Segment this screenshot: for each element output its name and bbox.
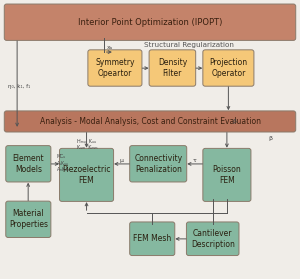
Text: Poisson
FEM: Poisson FEM (212, 165, 241, 185)
FancyBboxPatch shape (130, 146, 187, 182)
Text: Interior Point Optimization (IPOPT): Interior Point Optimization (IPOPT) (78, 18, 222, 27)
Text: Hₘᵤ  Kᵤᵤ
Kᵤₘ  Kₘₘ: Hₘᵤ Kᵤᵤ Kᵤₘ Kₘₘ (77, 139, 97, 150)
FancyBboxPatch shape (6, 201, 51, 237)
Text: β: β (233, 119, 237, 124)
Text: Symmetry
Opeartor: Symmetry Opeartor (95, 58, 135, 78)
FancyBboxPatch shape (149, 50, 196, 86)
Text: β: β (268, 136, 272, 141)
Text: xₐ: xₐ (107, 45, 113, 50)
FancyBboxPatch shape (59, 148, 114, 201)
FancyBboxPatch shape (4, 111, 296, 132)
Text: Analysis - Modal Analysis, Cost and Constraint Evaluation: Analysis - Modal Analysis, Cost and Cons… (40, 117, 260, 126)
FancyBboxPatch shape (88, 50, 142, 86)
Text: Structural Regularization: Structural Regularization (144, 42, 234, 48)
FancyBboxPatch shape (130, 222, 175, 256)
FancyBboxPatch shape (203, 50, 254, 86)
Text: Projection
Operator: Projection Operator (209, 58, 247, 78)
Text: Connectivity
Penalization: Connectivity Penalization (134, 154, 182, 174)
FancyBboxPatch shape (4, 4, 296, 40)
Text: Material
Properties: Material Properties (9, 209, 48, 229)
Text: η₀, k₁, f₁: η₀, k₁, f₁ (8, 84, 30, 89)
Text: MCᵤ
AᵤKᵤᵤ
AₘKᵤₘ: MCᵤ AᵤKᵤᵤ AₘKᵤₘ (57, 154, 70, 172)
Text: Element
Models: Element Models (13, 154, 44, 174)
FancyBboxPatch shape (186, 222, 239, 256)
FancyBboxPatch shape (203, 148, 251, 201)
Text: Piezoelectric
FEM: Piezoelectric FEM (62, 165, 111, 185)
Text: μ: μ (120, 158, 124, 163)
Text: FEM Mesh: FEM Mesh (133, 234, 171, 243)
Text: Cantilever
Description: Cantilever Description (191, 229, 235, 249)
Text: τ: τ (192, 158, 196, 163)
Text: Density
Filter: Density Filter (158, 58, 187, 78)
FancyBboxPatch shape (6, 146, 51, 182)
